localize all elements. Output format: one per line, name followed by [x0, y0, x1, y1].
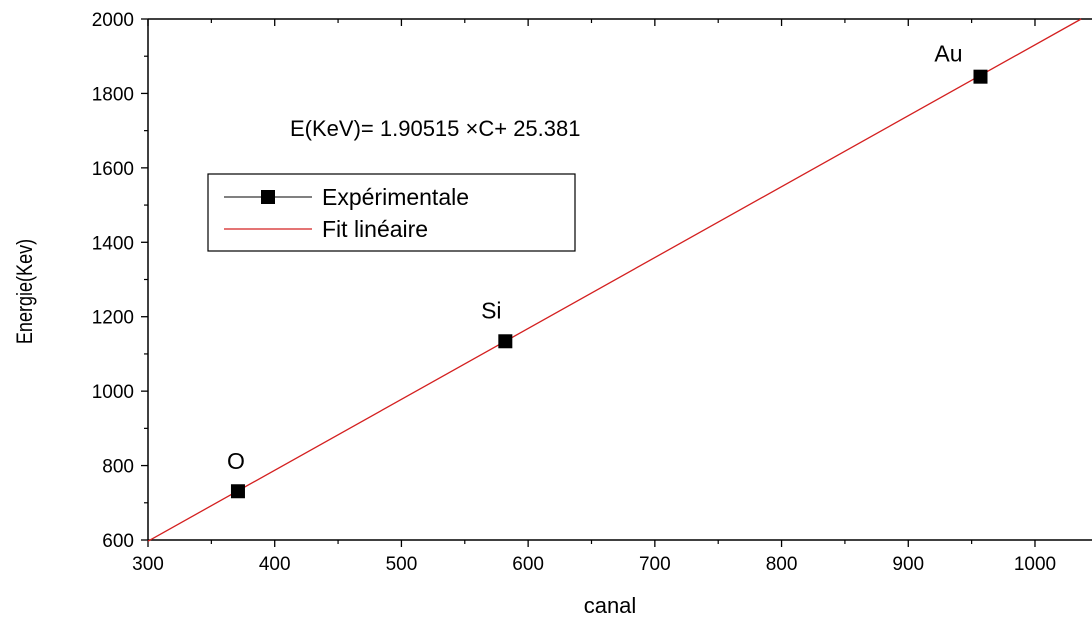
y-tick-label: 1600 — [92, 159, 134, 180]
x-tick-label: 900 — [892, 554, 924, 575]
y-tick-label: 1800 — [92, 84, 134, 105]
x-tick-label: 700 — [639, 554, 671, 575]
fit-line — [147, 18, 1082, 542]
y-tick-label: 800 — [102, 457, 134, 478]
legend-label-fit: Fit linéaire — [322, 216, 428, 242]
y-tick-label: 1400 — [92, 233, 134, 254]
legend-label-experimentale: Expérimentale — [322, 184, 469, 210]
y-tick-label: 600 — [102, 531, 134, 552]
y-tick-label: 2000 — [92, 10, 134, 31]
data-point-au — [973, 69, 988, 84]
data-point-o — [230, 484, 245, 499]
y-axis-title: Energie(Kev) — [13, 239, 37, 344]
legend: Expérimentale Fit linéaire — [207, 173, 576, 252]
equation-annotation: E(KeV)= 1.90515 ×C+ 25.381 — [290, 116, 581, 141]
x-tick-label: 800 — [766, 554, 798, 575]
data-point-si — [498, 334, 513, 349]
x-axis-title: canal — [584, 593, 637, 618]
y-tick-label: 1000 — [92, 382, 134, 403]
point-label-au: Au — [934, 41, 962, 67]
legend-marker-experimentale — [261, 190, 275, 204]
x-tick-label: 300 — [132, 554, 164, 575]
x-tick-label: 600 — [512, 554, 544, 575]
x-tick-label: 1000 — [1014, 554, 1056, 575]
x-tick-label: 400 — [259, 554, 291, 575]
legend-box — [207, 173, 576, 252]
point-label-o: O — [227, 448, 245, 474]
y-tick-label: 1200 — [92, 308, 134, 329]
x-tick-label: 500 — [386, 554, 418, 575]
point-label-si: Si — [481, 297, 501, 323]
